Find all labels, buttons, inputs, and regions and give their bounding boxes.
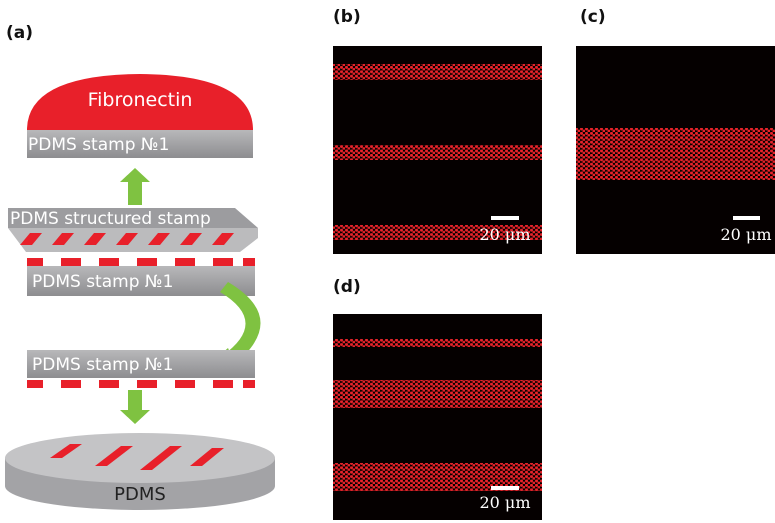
figure: (a) Fibronectin PDMS stamp №1 PDMS struc… — [0, 0, 775, 523]
structured-stamp-label: PDMS structured stamp — [10, 209, 211, 229]
fibronectin-label: Fibronectin — [88, 89, 193, 111]
panel-c: (c) 20 μm — [576, 7, 775, 254]
stripe — [333, 145, 542, 160]
stamp-label: PDMS stamp №1 — [32, 355, 173, 375]
panel-label: (c) — [580, 7, 606, 27]
stamp-label: PDMS stamp №1 — [32, 272, 173, 292]
arrow — [120, 390, 150, 424]
stripe — [333, 380, 542, 408]
scale-label: 20 μm — [479, 493, 530, 512]
panel-label: (a) — [6, 23, 33, 43]
substrate-label: PDMS — [114, 484, 166, 505]
stamp-label: PDMS stamp №1 — [28, 135, 169, 155]
panel-b: (b) 20 μm — [333, 7, 542, 254]
substrate-top — [5, 433, 275, 483]
stripe — [576, 128, 775, 180]
scale-bar — [491, 486, 519, 490]
panel-a: (a) Fibronectin PDMS stamp №1 PDMS struc… — [5, 23, 275, 510]
stripe — [333, 339, 542, 347]
scale-bar — [491, 216, 519, 220]
panel-label: (b) — [333, 7, 361, 27]
stripe — [333, 64, 542, 80]
dash-row — [27, 380, 255, 388]
panel-label: (d) — [333, 277, 361, 297]
scale-label: 20 μm — [720, 225, 771, 244]
scale-label: 20 μm — [479, 225, 530, 244]
arrow — [120, 168, 150, 205]
dash-row — [27, 258, 255, 266]
panel-d: (d) 20 μm — [333, 277, 542, 520]
scale-bar — [733, 216, 760, 220]
